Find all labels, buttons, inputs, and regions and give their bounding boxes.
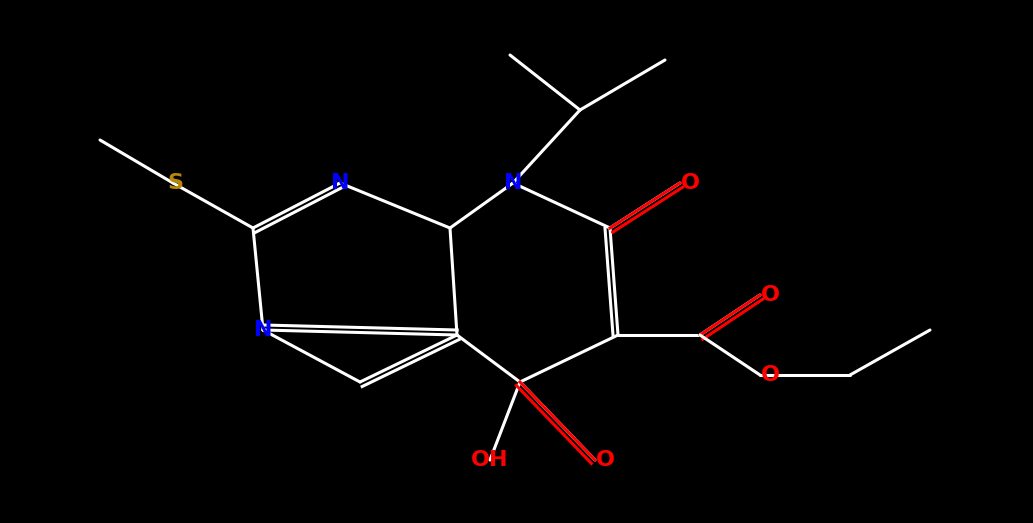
Text: O: O: [760, 365, 780, 385]
Text: O: O: [760, 285, 780, 305]
Text: O: O: [681, 173, 699, 193]
Text: OH: OH: [471, 450, 508, 470]
Text: N: N: [331, 173, 349, 193]
Text: N: N: [504, 173, 523, 193]
Text: O: O: [595, 450, 615, 470]
Text: S: S: [167, 173, 183, 193]
Text: N: N: [254, 320, 273, 340]
